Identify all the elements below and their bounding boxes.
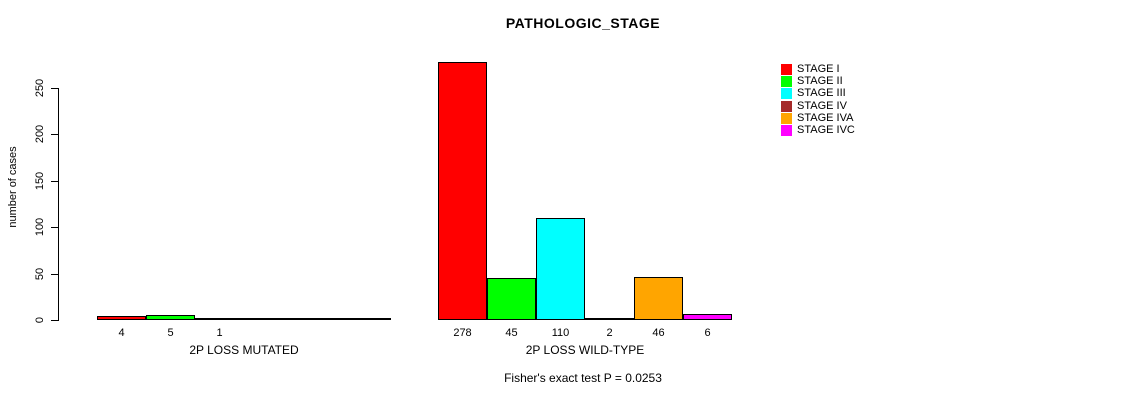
legend-swatch [781, 112, 792, 124]
y-tick-label: 0 [34, 316, 46, 324]
legend-label: STAGE II [797, 74, 843, 87]
bar-value-label: 2 [606, 327, 613, 339]
y-tick [51, 134, 58, 135]
legend-label: STAGE IVA [797, 111, 854, 124]
legend-label: STAGE IVC [797, 124, 855, 137]
bar [97, 316, 146, 320]
bar-value-label: 45 [505, 327, 518, 339]
legend-label: STAGE I [797, 62, 840, 75]
bar-value-label: 110 [551, 327, 570, 339]
legend-item: STAGE I [781, 63, 855, 75]
fisher-test-annotation: Fisher's exact test P = 0.0253 [504, 371, 662, 385]
y-axis-label: number of cases [7, 146, 19, 228]
bar-value-label: 278 [453, 327, 472, 339]
bar-value-label: 4 [118, 327, 125, 339]
y-tick [51, 181, 58, 182]
bar [195, 318, 244, 320]
y-tick [51, 227, 58, 228]
y-tick [51, 88, 58, 89]
y-axis-line [58, 88, 59, 321]
bar [585, 318, 634, 320]
legend-item: STAGE IVC [781, 124, 855, 137]
legend-swatch [781, 125, 792, 137]
bar [683, 314, 732, 320]
bar-value-label: 1 [216, 327, 223, 339]
group-baseline [97, 318, 391, 320]
legend: STAGE I STAGE II STAGE III STAGE IV STAGE IV… [781, 63, 855, 137]
legend-label: STAGE IV [797, 99, 847, 112]
group-label: 2P LOSS WILD-TYPE [525, 343, 645, 357]
bar [487, 278, 536, 320]
y-tick-label: 150 [34, 171, 46, 191]
bar [438, 62, 487, 320]
bar-value-label: 6 [704, 327, 711, 339]
bar-value-label: 5 [167, 327, 174, 339]
legend-item: STAGE III [781, 88, 855, 100]
y-tick [51, 320, 58, 321]
legend-swatch [781, 75, 792, 87]
chart-title: PATHOLOGIC_STAGE [505, 15, 661, 31]
bar [146, 315, 195, 320]
legend-item: STAGE IV [781, 100, 855, 112]
y-tick-label: 200 [34, 124, 46, 144]
group-label: 2P LOSS MUTATED [189, 343, 299, 357]
y-tick-label: 50 [34, 267, 46, 281]
bar [536, 218, 585, 320]
bar [634, 277, 683, 320]
legend-item: STAGE IVA [781, 112, 855, 124]
legend-item: STAGE II [781, 75, 855, 87]
y-tick-label: 250 [34, 78, 46, 98]
legend-label: STAGE III [797, 87, 846, 100]
legend-swatch [781, 88, 792, 100]
legend-swatch [781, 100, 792, 112]
y-tick-label: 100 [34, 217, 46, 237]
y-tick [51, 274, 58, 275]
bar-value-label: 46 [652, 327, 665, 339]
legend-swatch [781, 63, 792, 75]
